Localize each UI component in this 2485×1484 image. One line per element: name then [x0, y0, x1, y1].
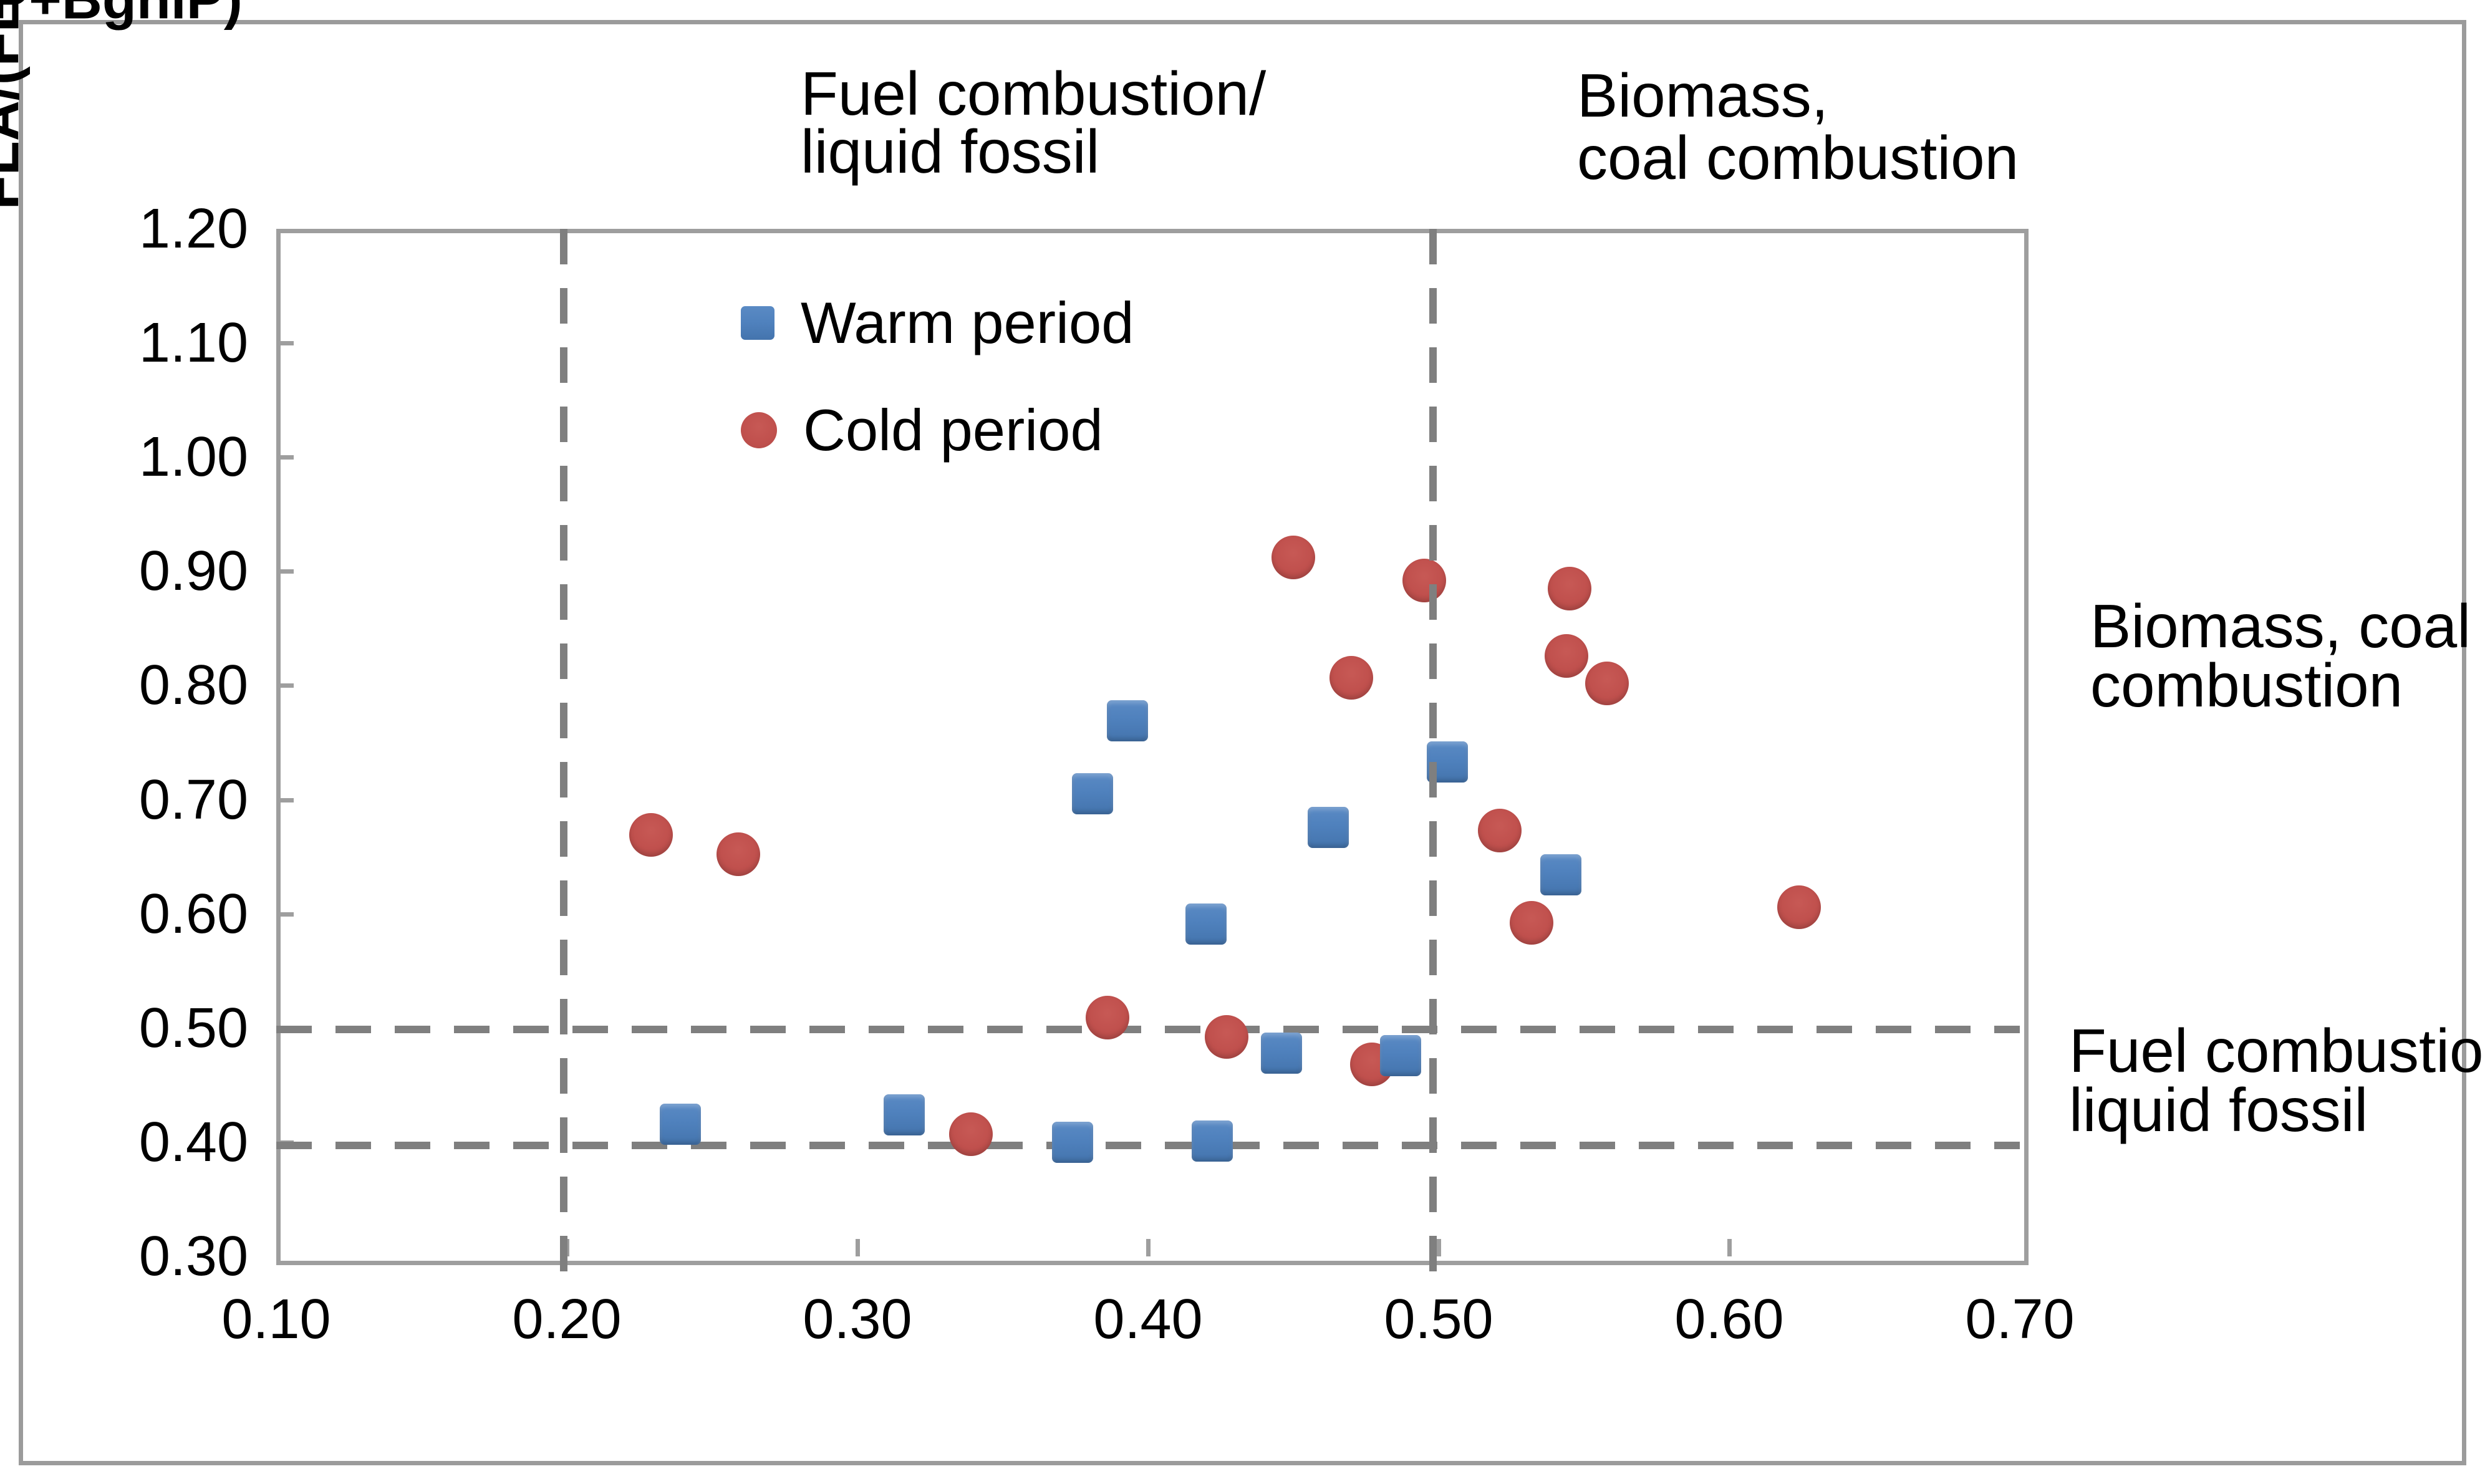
x-axis-tick: [856, 1239, 860, 1256]
x-tick-label: 0.70: [1965, 1288, 2075, 1351]
data-point-warm-period: [1307, 806, 1349, 848]
data-point-warm-period: [1191, 1120, 1233, 1162]
legend-label-warm: Warm period: [801, 290, 1134, 355]
x-axis-title: IcdP/(IcdP+BghiP): [0, 0, 243, 32]
data-point-warm-period: [1107, 700, 1149, 742]
y-tick-label: 1.10: [138, 312, 248, 375]
annotation-top-left-line: liquid fossil: [801, 117, 1100, 186]
annotation-top-left-line: Fuel combustion/: [801, 59, 1267, 128]
data-point-warm-period: [1185, 903, 1227, 945]
reference-line-vertical: [1429, 229, 1437, 1275]
y-axis-tick: [276, 569, 294, 574]
y-axis-tick: [276, 912, 294, 917]
annotation-top-right-line: Biomass,: [1577, 61, 1829, 130]
data-point-cold-period: [1402, 558, 1446, 602]
reference-line-horizontal: [276, 1025, 2020, 1033]
data-point-cold-period: [629, 813, 673, 857]
legend-label-cold: Cold period: [803, 397, 1103, 463]
legend-item-warm-period: Warm period: [741, 294, 1134, 352]
y-axis-tick: [276, 341, 294, 346]
y-tick-label: 0.50: [138, 996, 248, 1059]
data-point-cold-period: [1585, 661, 1629, 705]
y-tick-label: 1.20: [138, 198, 248, 260]
y-tick-label: 0.40: [138, 1111, 248, 1173]
x-tick-label: 0.40: [1093, 1288, 1203, 1351]
data-point-cold-period: [1477, 808, 1522, 852]
figure-border: [19, 20, 2466, 1465]
x-tick-label: 0.10: [221, 1288, 331, 1351]
annotation-right-upper-line: Biomass, coal: [2090, 592, 2471, 660]
data-point-cold-period: [1329, 655, 1374, 700]
legend-item-cold-period: Cold period: [741, 401, 1103, 460]
plot-area: [276, 229, 2029, 1265]
data-point-warm-period: [659, 1103, 701, 1145]
data-point-cold-period: [948, 1112, 993, 1157]
reference-line-vertical: [560, 229, 568, 1275]
y-axis-title: FLA/(FLA+PYR): [0, 0, 31, 210]
x-tick-label: 0.60: [1674, 1288, 1784, 1351]
y-tick-label: 1.00: [138, 426, 248, 489]
annotation-right-lower-line: liquid fossil: [2069, 1076, 2368, 1144]
data-point-cold-period: [1271, 536, 1315, 580]
data-point-cold-period: [1777, 885, 1821, 929]
x-tick-label: 0.50: [1384, 1288, 1493, 1351]
data-point-cold-period: [1547, 566, 1591, 610]
x-axis-tick: [1437, 1239, 1441, 1256]
data-point-warm-period: [883, 1094, 925, 1135]
x-tick-label: 0.20: [512, 1288, 622, 1351]
y-tick-label: 0.30: [138, 1225, 248, 1288]
data-point-warm-period: [1051, 1121, 1093, 1163]
data-point-cold-period: [1545, 634, 1589, 678]
y-axis-tick: [276, 797, 294, 802]
data-point-cold-period: [716, 832, 760, 877]
data-point-warm-period: [1072, 773, 1114, 815]
annotation-right-lower-line: Fuel combustion: [2069, 1016, 2485, 1085]
reference-line-horizontal: [276, 1142, 2020, 1150]
x-tick-label: 0.30: [803, 1288, 912, 1351]
y-tick-label: 0.90: [138, 540, 248, 603]
cold-period-legend-marker-icon: [741, 412, 777, 448]
x-axis-tick: [1727, 1239, 1732, 1256]
data-point-cold-period: [1510, 901, 1554, 945]
data-point-warm-period: [1380, 1034, 1422, 1076]
y-axis-tick: [276, 455, 294, 460]
y-tick-label: 0.80: [138, 654, 248, 717]
data-point-warm-period: [1261, 1033, 1303, 1074]
y-tick-label: 0.60: [138, 882, 248, 945]
data-point-cold-period: [1204, 1015, 1248, 1059]
annotation-right-upper-line: combustion: [2090, 651, 2403, 720]
annotation-top-right-line: coal combustion: [1577, 123, 2019, 192]
warm-period-legend-marker-icon: [741, 306, 774, 340]
y-tick-label: 0.70: [138, 768, 248, 831]
data-point-cold-period: [1085, 996, 1129, 1040]
x-axis-tick: [1146, 1239, 1151, 1256]
data-point-warm-period: [1540, 854, 1581, 896]
y-axis-tick: [276, 683, 294, 688]
